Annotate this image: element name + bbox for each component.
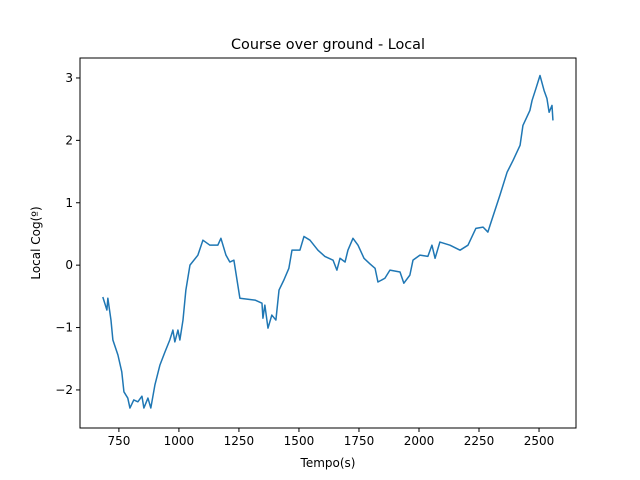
x-tick-label: 750 [107,434,130,448]
x-axis-label: Tempo(s) [300,456,356,470]
plot-frame [79,57,577,429]
x-tick-label: 2000 [404,434,435,448]
y-tick-label: −2 [55,383,73,397]
x-tick-label: 1500 [284,434,315,448]
y-axis-label: Local Cog(º) [29,206,43,279]
y-tick-label: 3 [65,71,73,85]
x-tick-label: 2500 [524,434,555,448]
y-tick-label: 0 [65,258,73,272]
x-tick-label: 1000 [164,434,195,448]
x-tick-label: 1750 [344,434,375,448]
chart-title: Course over ground - Local [231,37,425,53]
x-tick-label: 1250 [224,434,255,448]
y-tick-label: −1 [55,321,73,335]
data-line [102,74,554,409]
y-tick-label: 1 [65,196,73,210]
y-tick-label: 2 [65,133,73,147]
x-tick-label: 2250 [464,434,495,448]
